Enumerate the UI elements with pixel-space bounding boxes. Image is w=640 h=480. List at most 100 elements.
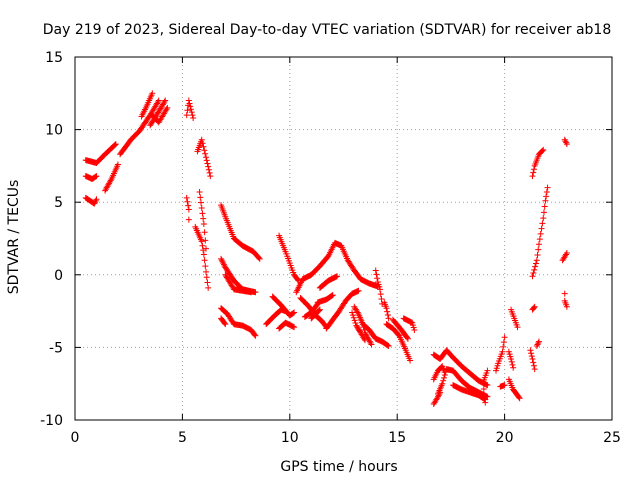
y-axis-label: SDTVAR / TECUs <box>6 180 22 295</box>
data-point <box>328 292 335 299</box>
data-point <box>480 379 487 386</box>
data-point <box>527 347 534 354</box>
data-point <box>437 389 444 396</box>
x-tick-label: 20 <box>496 430 514 446</box>
y-tick-label: -5 <box>49 340 63 356</box>
data-point <box>291 309 298 316</box>
data-point <box>530 169 537 176</box>
data-point <box>384 311 391 318</box>
y-tick-label: 10 <box>45 123 63 139</box>
data-point <box>531 266 538 273</box>
data-point <box>532 260 539 267</box>
data-point <box>154 99 161 106</box>
data-point <box>221 320 228 327</box>
data-point <box>201 257 208 264</box>
x-axis-label: GPS time / hours <box>280 459 397 475</box>
data-point <box>149 90 156 97</box>
data-point <box>500 339 507 346</box>
data-point <box>563 303 570 310</box>
x-tick-label: 25 <box>603 430 621 446</box>
data-point <box>544 184 551 191</box>
data-point <box>528 353 535 360</box>
data-point <box>435 393 442 400</box>
data-point <box>185 206 192 213</box>
data-point <box>530 359 537 366</box>
data-point <box>187 103 194 110</box>
data-point <box>316 307 323 314</box>
data-point <box>510 364 517 371</box>
data-point <box>563 250 570 257</box>
data-point <box>535 338 542 345</box>
data-point <box>533 257 540 264</box>
data-point <box>155 97 162 104</box>
data-point <box>377 286 384 293</box>
data-point <box>189 112 196 119</box>
data-point <box>201 229 208 236</box>
data-point <box>92 197 99 204</box>
data-point <box>185 97 192 104</box>
data-point <box>543 189 550 196</box>
data-point <box>530 270 537 277</box>
data-point <box>435 392 442 399</box>
data-point <box>411 326 418 333</box>
data-point <box>535 241 542 248</box>
data-point <box>540 209 547 216</box>
data-points <box>82 90 570 408</box>
data-point <box>501 382 508 389</box>
data-point <box>530 304 537 311</box>
data-point <box>185 216 192 223</box>
data-point <box>562 138 569 145</box>
data-point <box>198 136 205 143</box>
data-point <box>530 362 537 369</box>
data-point <box>252 332 259 339</box>
data-point <box>164 104 171 111</box>
data-point <box>378 296 385 302</box>
data-point <box>255 254 262 261</box>
data-point <box>501 334 508 341</box>
data-point <box>441 374 448 381</box>
data-point <box>539 147 546 154</box>
data-point <box>219 258 226 265</box>
data-point <box>377 291 384 298</box>
data-point <box>199 140 206 147</box>
data-point <box>563 141 570 148</box>
grid-lines <box>75 57 612 420</box>
data-point <box>199 210 206 217</box>
data-point <box>480 386 487 393</box>
data-point <box>563 139 570 146</box>
data-point <box>198 199 205 206</box>
data-point <box>350 314 357 321</box>
data-point <box>206 169 213 176</box>
data-point <box>200 220 207 227</box>
y-tick-label: 5 <box>54 195 63 211</box>
data-point <box>561 136 568 143</box>
data-point <box>190 114 197 121</box>
y-tick-label: 15 <box>45 50 63 66</box>
data-point <box>93 196 100 203</box>
data-point <box>256 255 263 262</box>
data-point <box>538 225 545 232</box>
data-point <box>92 199 99 206</box>
data-point <box>372 267 379 274</box>
data-point <box>351 317 358 324</box>
data-point <box>508 356 515 363</box>
data-point <box>220 260 227 267</box>
data-point <box>112 141 119 148</box>
y-tick-label: 0 <box>54 268 63 284</box>
data-point <box>534 341 541 348</box>
data-point <box>383 305 390 312</box>
data-point <box>515 394 522 401</box>
data-point <box>204 160 211 167</box>
data-point <box>514 324 521 331</box>
data-point <box>355 287 362 294</box>
y-tick-label: -10 <box>40 413 63 429</box>
data-point <box>184 107 191 114</box>
data-point <box>92 173 99 180</box>
data-point <box>199 242 206 249</box>
data-point <box>531 303 538 310</box>
data-point <box>198 238 205 245</box>
data-point <box>385 315 392 322</box>
data-point <box>541 203 548 210</box>
data-point <box>352 320 359 327</box>
